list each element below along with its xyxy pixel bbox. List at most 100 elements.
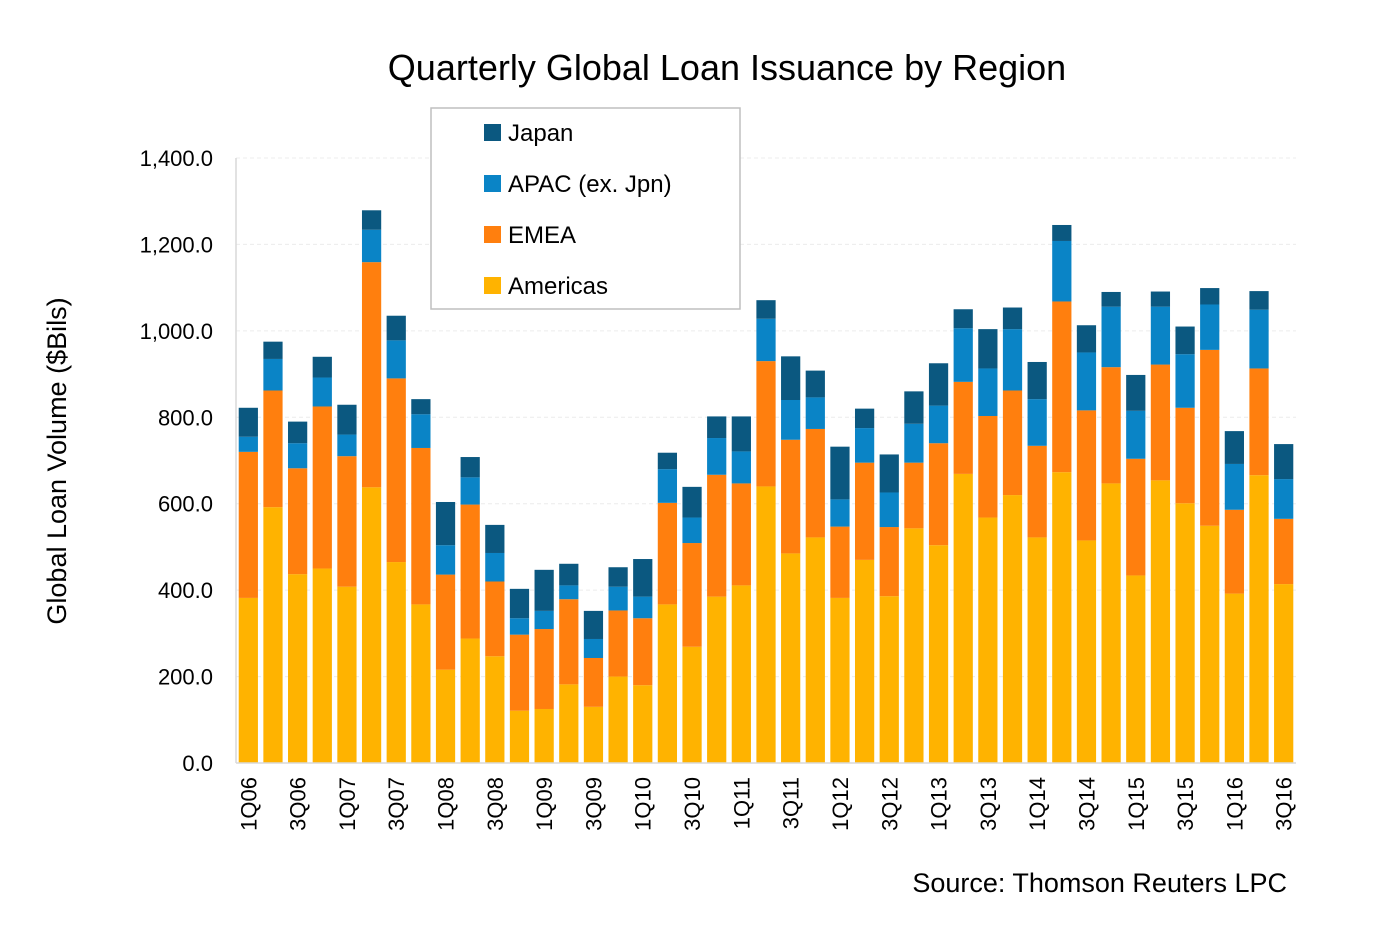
bar-segment-apac-ex-jpn-1q16 [1224, 463, 1244, 510]
bar-segment-apac-ex-jpn-1q06 [238, 436, 258, 452]
bar-segment-americas-2q13 [953, 473, 973, 763]
bar-segment-apac-ex-jpn-2q07 [361, 229, 382, 263]
legend-box [430, 107, 741, 310]
bar-segment-apac-ex-jpn-2q10 [657, 469, 678, 503]
bar-segment-apac-ex-jpn-1q14 [1027, 399, 1047, 446]
bar-segment-apac-ex-jpn-4q08 [509, 618, 530, 635]
bar-segment-americas-4q09 [608, 676, 628, 763]
bar-segment-americas-4q06 [312, 568, 332, 763]
bar-segment-apac-ex-jpn-1q12 [830, 499, 850, 527]
x-tick-label: 3Q14 [1074, 777, 1099, 831]
bar-segment-americas-3q06 [288, 574, 308, 763]
bar-segment-americas-4q12 [904, 528, 924, 763]
bar-segment-americas-1q12 [830, 597, 850, 763]
bar-segment-japan-4q14 [1101, 291, 1121, 307]
bar-segment-americas-1q07 [337, 586, 357, 763]
bar-segment-americas-1q11 [731, 585, 751, 763]
bar-segment-apac-ex-jpn-4q14 [1101, 306, 1121, 368]
bar-segment-japan-1q10 [633, 559, 653, 597]
bar-segment-americas-4q14 [1101, 483, 1121, 763]
bar-segment-japan-1q09 [534, 569, 554, 611]
bar-segment-americas-2q11 [756, 486, 776, 763]
bar-segment-americas-3q14 [1076, 540, 1097, 763]
bar-segment-emea-1q16 [1224, 509, 1244, 594]
x-tick-label: 1Q12 [828, 777, 853, 831]
bar-segment-americas-3q08 [485, 656, 505, 763]
bar-segment-apac-ex-jpn-1q11 [731, 451, 751, 484]
bar-segment-emea-1q11 [731, 483, 751, 586]
x-tick-label: 1Q16 [1222, 777, 1247, 831]
bar-segment-americas-1q08 [435, 669, 456, 763]
x-tick-label: 1Q09 [532, 777, 557, 831]
bar-segment-americas-2q15 [1150, 480, 1171, 763]
bar-segment-americas-2q07 [361, 487, 382, 763]
bars [238, 210, 1294, 764]
x-tick-label: 3Q08 [483, 777, 508, 831]
bar-segment-americas-1q13 [928, 545, 949, 763]
legend-label: EMEA [508, 222, 576, 249]
bar-segment-apac-ex-jpn-1q08 [435, 545, 456, 575]
bar-segment-japan-3q11 [781, 356, 801, 400]
bar-segment-apac-ex-jpn-2q09 [559, 585, 579, 600]
bar-segment-americas-1q06 [238, 597, 258, 763]
bar-segment-emea-3q09 [583, 657, 604, 707]
bar-segment-americas-1q14 [1027, 537, 1047, 763]
bar-segment-apac-ex-jpn-1q13 [928, 405, 949, 444]
bar-segment-americas-1q16 [1224, 593, 1244, 763]
bar-segment-emea-4q15 [1200, 349, 1220, 526]
bar-segment-emea-1q15 [1126, 458, 1146, 576]
bar-segment-emea-3q11 [781, 439, 801, 554]
bar-segment-americas-3q11 [781, 553, 801, 763]
bar-segment-apac-ex-jpn-3q09 [583, 638, 604, 658]
bar-segment-emea-1q09 [534, 629, 554, 709]
bar-segment-americas-3q15 [1175, 503, 1195, 763]
bar-segment-japan-3q13 [978, 329, 998, 369]
bar-segment-japan-3q10 [682, 486, 702, 518]
bar-segment-emea-2q14 [1052, 301, 1072, 473]
bar-segment-japan-4q09 [608, 567, 628, 587]
bar-segment-emea-4q13 [1002, 390, 1023, 496]
bar-segment-emea-2q11 [756, 361, 776, 487]
x-tick-label: 1Q14 [1025, 777, 1050, 831]
legend-label: Americas [508, 273, 608, 300]
bar-segment-japan-1q16 [1224, 431, 1244, 464]
x-tick-label: 3Q07 [384, 777, 409, 831]
bar-segment-americas-4q08 [509, 710, 530, 763]
bar-segment-japan-4q12 [904, 391, 924, 424]
bar-segment-japan-3q16 [1274, 444, 1294, 480]
bar-segment-emea-4q14 [1101, 367, 1121, 484]
bar-segment-americas-2q08 [460, 638, 480, 763]
bar-segment-japan-4q11 [805, 370, 825, 398]
bar-segment-japan-4q07 [411, 399, 431, 415]
bar-segment-apac-ex-jpn-4q09 [608, 586, 628, 611]
bar-segment-apac-ex-jpn-3q14 [1076, 352, 1097, 411]
legend-swatch [484, 226, 501, 243]
y-axis-title: Global Loan Volume ($Bils) [42, 297, 72, 624]
bar-segment-japan-1q15 [1126, 374, 1146, 411]
bar-segment-americas-4q15 [1200, 525, 1220, 763]
bar-segment-japan-2q14 [1052, 224, 1072, 241]
bar-segment-americas-1q10 [633, 685, 653, 763]
bar-segment-japan-2q10 [657, 452, 678, 470]
x-tick-label: 1Q10 [631, 777, 656, 831]
bar-segment-apac-ex-jpn-3q12 [879, 492, 899, 528]
bar-segment-apac-ex-jpn-1q09 [534, 610, 554, 630]
bar-segment-americas-3q09 [583, 706, 604, 763]
x-tick-label: 3Q15 [1173, 777, 1198, 831]
y-tick-label: 200.0 [158, 665, 213, 690]
x-tick-label: 3Q09 [581, 777, 606, 831]
bar-segment-emea-2q09 [559, 599, 579, 685]
bar-segment-apac-ex-jpn-2q06 [263, 358, 283, 391]
bar-segment-americas-3q10 [682, 646, 702, 763]
bar-segment-emea-1q08 [435, 574, 456, 670]
x-tick-label: 3Q11 [779, 777, 804, 829]
bar-segment-apac-ex-jpn-4q11 [805, 397, 825, 429]
bar-segment-americas-2q06 [263, 507, 283, 763]
legend-label: Japan [508, 120, 573, 147]
bar-segment-japan-3q09 [583, 610, 604, 639]
bar-segment-japan-1q11 [731, 416, 751, 452]
bar-segment-apac-ex-jpn-4q12 [904, 423, 924, 463]
bar-segment-japan-2q09 [559, 563, 579, 586]
